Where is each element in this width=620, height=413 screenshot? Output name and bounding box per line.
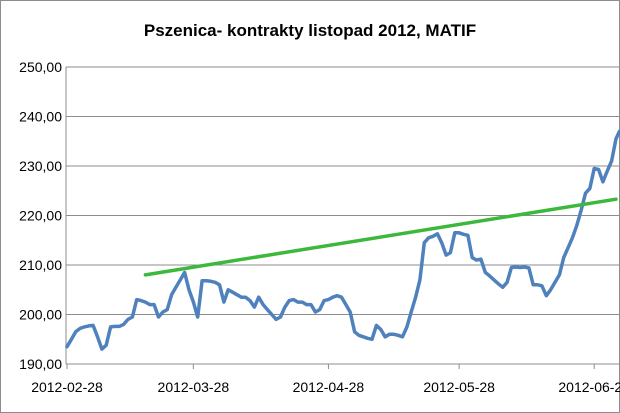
series-line-price [65, 129, 620, 351]
y-tick-labels: 190,00 200,00 210,00 220,00 230,00 240,00 250,… [19, 59, 62, 372]
y-tick-label: 190,00 [19, 356, 62, 372]
x-tick-label: 2012-06-28 [558, 379, 620, 395]
x-tick-label: 2012-04-28 [293, 379, 365, 395]
series-line-trend [143, 197, 618, 277]
x-tick-label: 2012-02-28 [31, 379, 103, 395]
y-tick-label: 240,00 [19, 109, 62, 125]
chart-title: Pszenica- kontrakty listopad 2012, MATIF [144, 21, 476, 40]
y-tick-label: 250,00 [19, 59, 62, 75]
gridlines [66, 66, 620, 369]
y-tick-label: 200,00 [19, 307, 62, 323]
y-tick-label: 230,00 [19, 158, 62, 174]
y-tick-label: 210,00 [19, 257, 62, 273]
x-tick-label: 2012-03-28 [158, 379, 230, 395]
x-tick-label: 2012-05-28 [423, 379, 495, 395]
x-tick-labels: 2012-02-28 2012-03-28 2012-04-28 2012-05-28… [31, 379, 620, 395]
y-tick-label: 220,00 [19, 208, 62, 224]
series-group [65, 129, 620, 351]
